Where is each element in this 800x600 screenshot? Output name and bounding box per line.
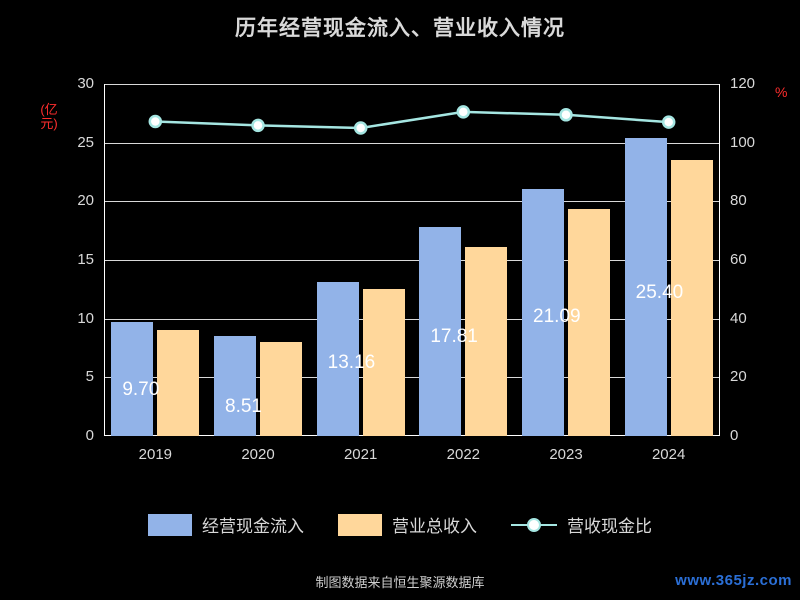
- right-axis-tick-label: 20: [730, 368, 747, 386]
- left-axis-tick-label: 0: [85, 427, 94, 444]
- bar-cash-inflow[interactable]: [214, 336, 256, 436]
- legend-item-ratio[interactable]: 营收现金比: [511, 512, 652, 537]
- x-axis-tick-label: 2022: [446, 446, 481, 463]
- legend-item-revenue[interactable]: 营业总收入: [338, 512, 477, 537]
- bar-value-label: 8.51: [225, 396, 262, 417]
- gridline: [104, 201, 720, 203]
- bar-value-label: 25.40: [635, 282, 684, 303]
- legend-label-ratio: 营收现金比: [567, 517, 652, 536]
- legend-label-revenue: 营业总收入: [392, 517, 477, 536]
- gridline: [104, 260, 720, 261]
- legend-swatch-icon: [338, 513, 382, 536]
- bar-total-revenue[interactable]: [568, 208, 610, 436]
- x-axis-line: [104, 435, 720, 436]
- left-axis-tick-label: 15: [77, 251, 94, 268]
- right-axis-unit: %: [775, 84, 788, 100]
- line-point-marker[interactable]: [661, 115, 676, 129]
- left-axis-tick-label: 25: [77, 133, 94, 151]
- legend-line-marker-icon: [511, 514, 557, 536]
- right-axis-tick-label: 80: [730, 192, 747, 210]
- x-axis-tick-label: 2020: [241, 446, 275, 463]
- bar-total-revenue[interactable]: [157, 329, 200, 436]
- right-axis-tick-label: 120: [730, 75, 756, 92]
- line-point-marker[interactable]: [456, 105, 471, 119]
- left-axis-tick-label: 30: [77, 75, 94, 92]
- gridline: [104, 84, 720, 85]
- left-axis-tick-label: 5: [85, 368, 94, 386]
- bar-value-label: 13.16: [327, 352, 376, 373]
- line-point-marker[interactable]: [251, 118, 265, 133]
- gridline: [104, 142, 720, 144]
- footer-note: 制图数据来自恒生聚源数据库: [315, 575, 485, 590]
- left-axis-unit: (亿元): [40, 102, 58, 131]
- legend-label-cash: 经营现金流入: [202, 517, 304, 536]
- legend-item-cash[interactable]: 经营现金流入: [148, 512, 304, 537]
- x-axis-tick-label: 2021: [343, 446, 378, 463]
- chart-title: 历年经营现金流入、营业收入情况: [235, 17, 565, 40]
- gridline: [104, 377, 720, 379]
- gridline: [104, 318, 720, 320]
- legend-swatch-icon: [148, 513, 192, 536]
- x-axis-tick-label: 2024: [651, 446, 686, 463]
- right-axis-tick-label: 100: [730, 133, 756, 151]
- bar-cash-inflow[interactable]: [419, 227, 462, 436]
- line-point-marker[interactable]: [353, 121, 368, 135]
- right-axis-tick-label: 40: [730, 309, 747, 327]
- line-series-layer: [148, 105, 676, 135]
- bar-total-revenue[interactable]: [465, 246, 508, 436]
- left-axis-tick-label: 10: [77, 309, 94, 327]
- left-axis-tick-label: 20: [77, 192, 94, 210]
- bar-value-label: 9.70: [122, 379, 160, 400]
- bar-total-revenue[interactable]: [260, 341, 302, 436]
- bar-cash-inflow[interactable]: [111, 322, 154, 436]
- right-axis-tick-label: 0: [730, 427, 739, 444]
- bar-cash-inflow[interactable]: [624, 137, 667, 436]
- bar-cash-inflow[interactable]: [522, 188, 564, 436]
- bar-cash-inflow[interactable]: [316, 281, 359, 436]
- bar-value-label: 17.81: [430, 326, 478, 347]
- x-axis-tick-label: 2023: [549, 446, 583, 463]
- x-axis-tick-label: 2019: [138, 446, 173, 463]
- plot-area: 0 5 10 15 20 25 30 0 20 40 60 80 100 120 9.70 8.51 13.…: [77, 76, 755, 443]
- line-point-marker[interactable]: [148, 114, 163, 129]
- bar-total-revenue[interactable]: [670, 159, 713, 436]
- bar-total-revenue[interactable]: [362, 288, 405, 436]
- line-point-marker[interactable]: [559, 108, 573, 122]
- right-axis-tick-label: 60: [730, 251, 747, 268]
- bar-value-label: 21.09: [533, 306, 581, 327]
- watermark: www.365jz.com: [675, 572, 792, 589]
- line-series-ratio: [155, 110, 669, 130]
- legend: 经营现金流入 营业总收入 营收现金比: [0, 512, 800, 537]
